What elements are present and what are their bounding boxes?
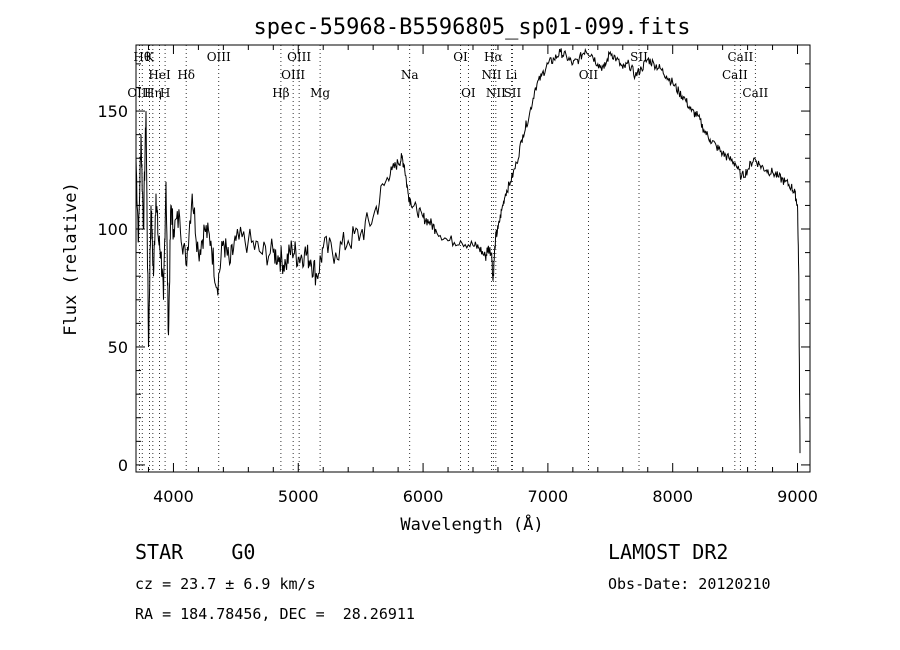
spectral-line-label: Na	[401, 68, 419, 82]
spectral-line-label: Li	[506, 68, 518, 82]
axis-ticks: 4000 5000 6000 7000 8000 9000 0 50 100 150	[97, 45, 818, 506]
spectral-line-label: OIII	[281, 68, 305, 82]
spectrum-layer	[135, 47, 801, 454]
spectral-line-label: HeI	[148, 68, 171, 82]
survey-name: LAMOST DR2	[608, 540, 729, 564]
x-axis-label: Wavelength (Å)	[400, 513, 543, 535]
spectral-line-label: Hα	[484, 50, 503, 64]
spectral-line-label: Hβ	[272, 86, 289, 100]
x-tick-label: 9000	[777, 487, 818, 506]
spectral-line-label: Hδ	[177, 68, 195, 82]
redshift-velocity: cz = 23.7 ± 6.9 km/s	[135, 575, 316, 593]
spectral-line-label: Hθ	[133, 50, 151, 64]
spectral-line-label: OIII	[127, 86, 151, 100]
y-axis-label: Flux (relative)	[61, 182, 81, 336]
spectral-line-label: OIII	[207, 50, 231, 64]
y-tick-label: 100	[97, 220, 128, 239]
y-tick-label: 0	[118, 456, 128, 475]
spectrum-line	[135, 47, 801, 454]
object-class: STAR G0	[135, 540, 256, 564]
x-tick-label: 7000	[528, 487, 569, 506]
spectral-line-label: OI	[461, 86, 476, 100]
x-tick-label: 6000	[403, 487, 444, 506]
spectral-line-label: OIII	[287, 50, 311, 64]
x-tick-label: 4000	[153, 487, 194, 506]
spectrum-plot: spec-55968-B5596805_sp01-099.fits OIII Hθ…	[61, 15, 818, 535]
plot-frame	[135, 44, 811, 473]
x-tick-label: 5000	[278, 487, 319, 506]
spectral-line-label: NII	[481, 68, 501, 82]
spectral-line-label: CaII	[727, 50, 753, 64]
spectral-line-label: SII	[630, 50, 648, 64]
chart-title: spec-55968-B5596805_sp01-099.fits	[253, 15, 690, 40]
coordinates: RA = 184.78456, DEC = 28.26911	[135, 605, 415, 623]
spectral-line-label: Mg	[310, 86, 330, 100]
spectral-line-label: OII	[579, 68, 599, 82]
spectral-line-label: CaII	[742, 86, 768, 100]
spectral-line-label: SII	[504, 86, 522, 100]
spectral-line-label: CaII	[722, 68, 748, 82]
observation-date: Obs-Date: 20120210	[608, 575, 771, 593]
spectral-line-label: K	[145, 50, 155, 64]
spectral-line-label: NII	[486, 86, 506, 100]
spectral-line-label: OI	[453, 50, 468, 64]
x-tick-label: 8000	[652, 487, 693, 506]
y-tick-label: 150	[97, 102, 128, 121]
spectral-line-label: Hη	[144, 86, 162, 100]
spectral-line-label: H	[160, 86, 170, 100]
y-tick-label: 50	[108, 338, 128, 357]
line-markers: OIII HθK Hη HeI H Hδ OIII Hβ OIII OIII Mg Na OI OI NII…	[127, 45, 768, 472]
